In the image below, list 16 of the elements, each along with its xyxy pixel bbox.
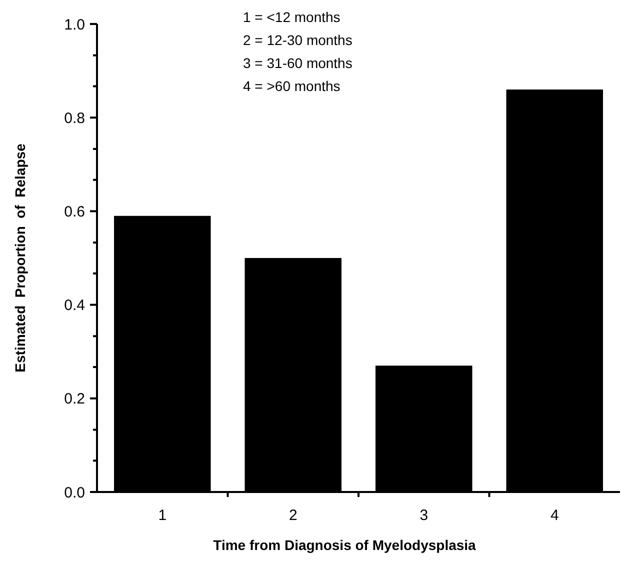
annotation: 2 = 12-30 months (243, 32, 352, 48)
annotation: 3 = 31-60 months (243, 55, 352, 71)
x-tick-label: 1 (158, 507, 167, 524)
y-tick-label: 0.0 (64, 484, 85, 502)
annotation: 1 = <12 months (243, 9, 340, 25)
x-axis-title: Time from Diagnosis of Myelodysplasia (213, 537, 476, 553)
y-tick-label: 0.6 (64, 203, 85, 220)
annotation: 4 = >60 months (243, 78, 340, 94)
y-axis-title: Estimated Proportion of Relapse (12, 143, 28, 372)
y-tick-label: 0.4 (64, 297, 85, 314)
x-tick-label: 3 (420, 507, 428, 524)
y-tick-label: 0.8 (64, 110, 85, 127)
x-tick-label: 4 (550, 507, 559, 524)
y-tick-label: 0.2 (64, 390, 85, 408)
y-tick-label: 1.0 (64, 16, 85, 34)
x-tick-label: 2 (288, 507, 298, 524)
